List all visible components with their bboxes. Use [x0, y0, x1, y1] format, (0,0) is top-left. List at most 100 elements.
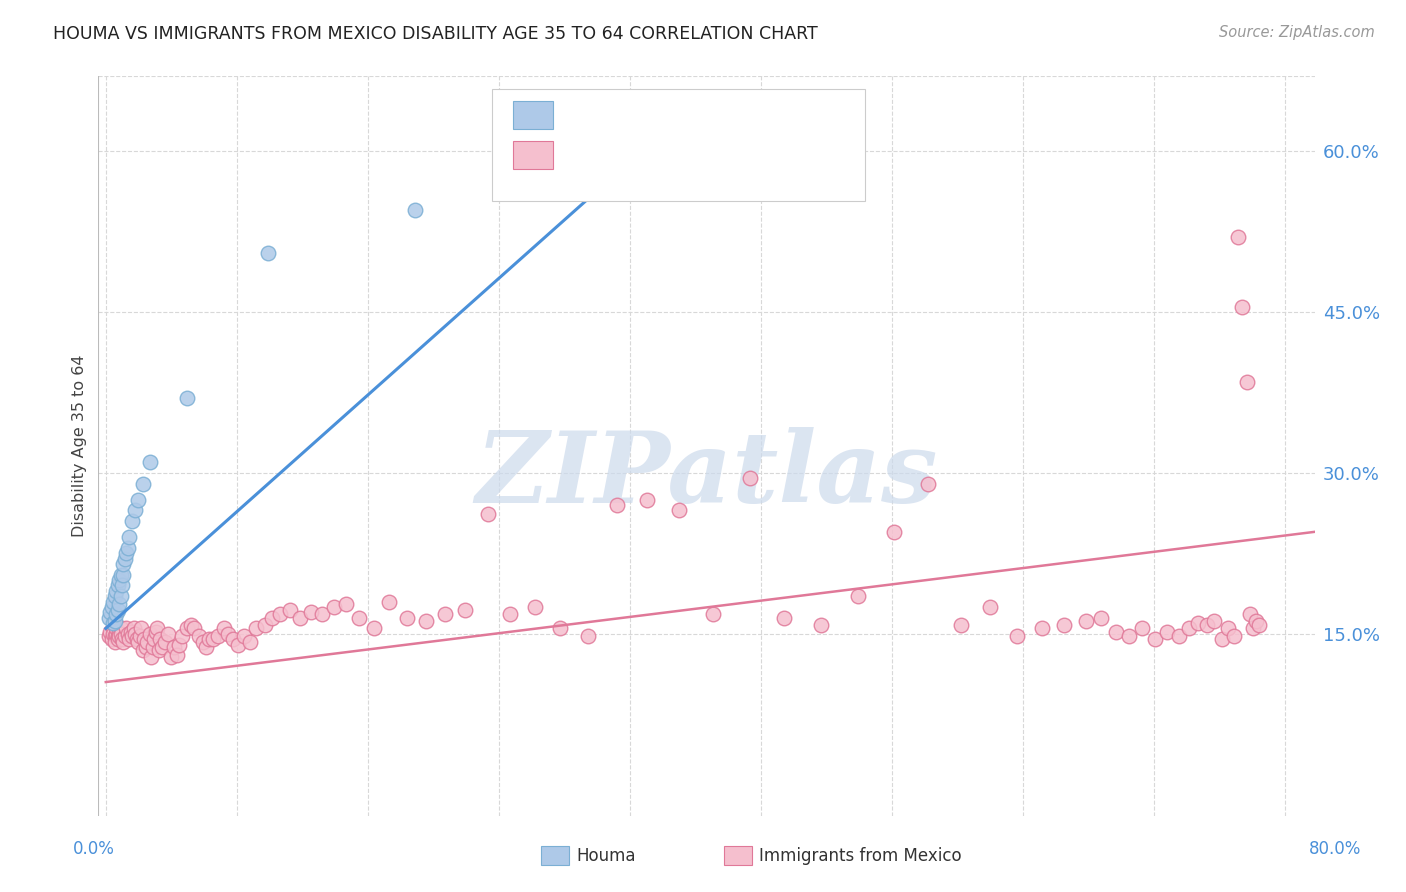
- Point: [1104, 624, 1126, 639]
- Point: [120, 624, 142, 639]
- Point: [114, 629, 136, 643]
- Point: [217, 627, 239, 641]
- Point: [1178, 621, 1201, 635]
- Point: [257, 245, 280, 260]
- Point: [122, 621, 145, 635]
- Point: [207, 629, 229, 643]
- Point: [180, 618, 202, 632]
- Point: [112, 557, 135, 571]
- Point: [136, 635, 159, 649]
- Point: [107, 603, 129, 617]
- Point: [124, 627, 146, 641]
- Point: [114, 551, 136, 566]
- Point: [107, 629, 129, 643]
- Point: [142, 640, 165, 654]
- Point: [97, 629, 120, 643]
- Point: [433, 607, 456, 622]
- Point: [110, 567, 132, 582]
- Point: [668, 503, 690, 517]
- Point: [176, 621, 198, 635]
- Text: Source: ZipAtlas.com: Source: ZipAtlas.com: [1219, 25, 1375, 40]
- Point: [576, 629, 599, 643]
- Point: [104, 635, 127, 649]
- Point: [139, 627, 162, 641]
- Point: [105, 583, 128, 598]
- Point: [108, 573, 131, 587]
- Point: [1031, 621, 1053, 635]
- Point: [131, 643, 153, 657]
- Point: [1118, 629, 1140, 643]
- Text: ZIPatlas: ZIPatlas: [475, 427, 938, 524]
- Point: [97, 610, 120, 624]
- Point: [159, 650, 181, 665]
- Point: [299, 605, 322, 619]
- Point: [1239, 607, 1261, 622]
- Point: [115, 621, 138, 635]
- Point: [415, 614, 437, 628]
- Point: [253, 618, 276, 632]
- Point: [1211, 632, 1233, 647]
- Point: [883, 524, 905, 539]
- Text: R =: R =: [567, 146, 606, 164]
- Point: [107, 578, 129, 592]
- Point: [108, 624, 131, 639]
- Point: [110, 621, 132, 635]
- Point: [104, 614, 127, 628]
- Point: [187, 629, 209, 643]
- Point: [979, 599, 1001, 614]
- Point: [100, 632, 122, 647]
- Point: [1074, 614, 1097, 628]
- Point: [131, 476, 153, 491]
- Point: [233, 629, 256, 643]
- Text: 80.0%: 80.0%: [1309, 840, 1361, 858]
- Point: [738, 471, 761, 485]
- Point: [523, 599, 546, 614]
- Point: [108, 597, 131, 611]
- Point: [311, 607, 333, 622]
- Point: [118, 632, 141, 647]
- Text: 0.319: 0.319: [606, 146, 658, 164]
- Point: [846, 589, 869, 603]
- Point: [115, 546, 138, 560]
- Point: [548, 621, 571, 635]
- Point: [156, 627, 179, 641]
- Point: [1195, 618, 1218, 632]
- Point: [1244, 614, 1267, 628]
- Point: [105, 607, 128, 622]
- Point: [111, 632, 134, 647]
- Point: [202, 632, 225, 647]
- Point: [105, 627, 128, 641]
- Point: [245, 621, 267, 635]
- Point: [105, 621, 128, 635]
- Point: [125, 632, 148, 647]
- Text: R =: R =: [567, 106, 606, 124]
- Point: [112, 635, 135, 649]
- Point: [145, 624, 167, 639]
- Point: [141, 650, 163, 665]
- Point: [127, 492, 149, 507]
- Point: [1053, 618, 1076, 632]
- Point: [636, 492, 658, 507]
- Point: [278, 603, 301, 617]
- Point: [172, 629, 194, 643]
- Point: [169, 638, 191, 652]
- Point: [378, 594, 401, 608]
- Text: 0.0%: 0.0%: [73, 840, 115, 858]
- Point: [1241, 621, 1264, 635]
- Y-axis label: Disability Age 35 to 64: Disability Age 35 to 64: [72, 355, 87, 537]
- Point: [477, 507, 499, 521]
- Point: [195, 640, 218, 654]
- Point: [1216, 621, 1239, 635]
- Point: [110, 589, 132, 603]
- Point: [101, 621, 124, 635]
- Point: [228, 638, 250, 652]
- Point: [1005, 629, 1028, 643]
- Point: [1090, 610, 1112, 624]
- Point: [1222, 629, 1244, 643]
- Point: [1204, 614, 1226, 628]
- Point: [917, 476, 939, 491]
- Point: [1187, 615, 1209, 630]
- Point: [395, 610, 418, 624]
- Point: [118, 530, 141, 544]
- Point: [127, 635, 149, 649]
